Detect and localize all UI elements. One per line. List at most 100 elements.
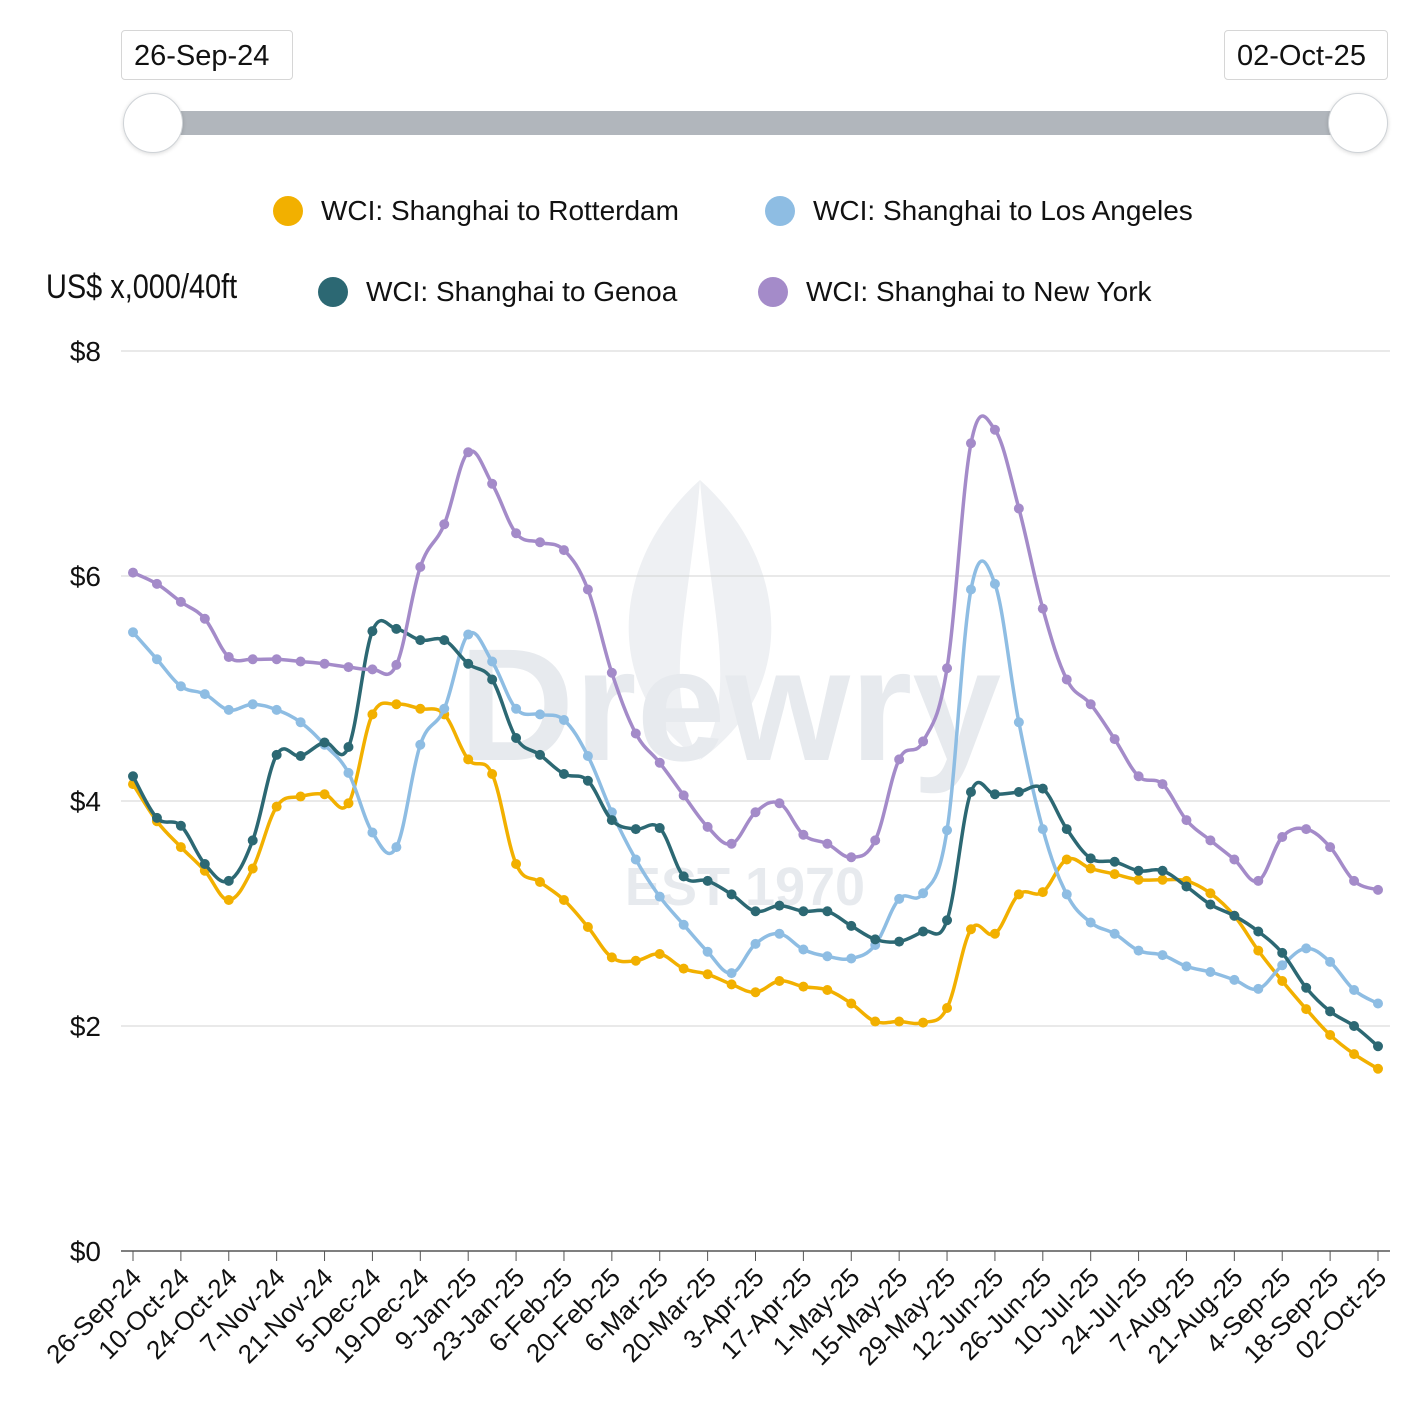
data-point[interactable] (535, 537, 546, 548)
legend-item-new-york[interactable]: WCI: Shanghai to New York (758, 276, 1152, 308)
data-point[interactable] (223, 895, 234, 905)
data-point[interactable] (439, 703, 450, 714)
data-point[interactable] (463, 629, 474, 640)
data-point[interactable] (1037, 887, 1048, 898)
data-point[interactable] (1277, 832, 1288, 842)
data-point[interactable] (630, 955, 641, 966)
data-point[interactable] (846, 953, 857, 964)
data-point[interactable] (295, 751, 306, 761)
data-point[interactable] (894, 936, 905, 947)
data-point[interactable] (582, 584, 593, 595)
data-point[interactable] (415, 635, 426, 646)
data-point[interactable] (271, 654, 282, 665)
data-point[interactable] (511, 859, 522, 869)
data-point[interactable] (223, 704, 234, 715)
data-point[interactable] (1301, 1004, 1312, 1015)
data-point[interactable] (343, 662, 354, 673)
data-point[interactable] (702, 946, 713, 957)
data-point[interactable] (439, 519, 450, 530)
data-point[interactable] (1157, 779, 1168, 790)
data-point[interactable] (247, 699, 258, 710)
legend-item-genoa[interactable]: WCI: Shanghai to Genoa (318, 276, 677, 308)
data-point[interactable] (487, 674, 498, 685)
data-point[interactable] (989, 928, 1000, 939)
data-point[interactable] (463, 658, 474, 669)
data-point[interactable] (750, 987, 761, 998)
data-point[interactable] (511, 703, 522, 714)
data-point[interactable] (774, 798, 785, 809)
data-point[interactable] (271, 801, 282, 812)
data-point[interactable] (175, 820, 186, 831)
data-point[interactable] (558, 545, 569, 556)
data-point[interactable] (942, 663, 953, 674)
data-point[interactable] (1157, 874, 1168, 885)
data-point[interactable] (1085, 699, 1096, 710)
data-point[interactable] (463, 447, 474, 458)
data-point[interactable] (918, 926, 929, 937)
data-point[interactable] (391, 842, 402, 853)
data-point[interactable] (367, 827, 378, 838)
data-point[interactable] (1181, 815, 1192, 826)
data-point[interactable] (1133, 874, 1144, 885)
data-point[interactable] (295, 791, 306, 802)
data-point[interactable] (654, 891, 665, 902)
data-point[interactable] (558, 769, 569, 779)
data-point[interactable] (1325, 842, 1336, 853)
data-point[interactable] (774, 976, 785, 986)
data-point[interactable] (989, 789, 1000, 800)
data-point[interactable] (343, 767, 354, 778)
data-point[interactable] (774, 928, 785, 939)
data-point[interactable] (942, 1003, 953, 1013)
data-point[interactable] (942, 825, 953, 836)
data-point[interactable] (1109, 869, 1120, 880)
data-point[interactable] (702, 821, 713, 832)
data-point[interactable] (1037, 824, 1048, 835)
data-point[interactable] (1109, 734, 1120, 745)
data-point[interactable] (606, 667, 617, 678)
data-point[interactable] (1325, 1006, 1336, 1017)
data-point[interactable] (750, 938, 761, 949)
data-point[interactable] (965, 924, 976, 935)
data-point[interactable] (822, 985, 833, 995)
data-point[interactable] (487, 769, 498, 779)
data-point[interactable] (678, 871, 689, 882)
data-point[interactable] (1205, 835, 1216, 846)
data-point[interactable] (1085, 853, 1096, 864)
data-point[interactable] (487, 478, 498, 489)
data-point[interactable] (1349, 1021, 1360, 1031)
data-point[interactable] (319, 789, 330, 800)
data-point[interactable] (1109, 928, 1120, 939)
data-point[interactable] (870, 835, 881, 846)
data-point[interactable] (750, 807, 761, 818)
data-point[interactable] (415, 739, 426, 750)
data-point[interactable] (1253, 875, 1264, 886)
data-point[interactable] (319, 658, 330, 669)
data-point[interactable] (1157, 865, 1168, 876)
data-point[interactable] (1253, 926, 1264, 937)
data-point[interactable] (1349, 875, 1360, 886)
data-point[interactable] (319, 737, 330, 748)
data-point[interactable] (558, 715, 569, 725)
range-start-handle[interactable] (123, 93, 183, 153)
data-point[interactable] (415, 562, 426, 572)
data-point[interactable] (702, 875, 713, 886)
data-point[interactable] (1133, 771, 1144, 782)
data-point[interactable] (439, 635, 450, 646)
data-point[interactable] (678, 963, 689, 974)
data-point[interactable] (271, 749, 282, 760)
legend-item-los-angeles[interactable]: WCI: Shanghai to Los Angeles (765, 195, 1193, 227)
data-point[interactable] (199, 859, 210, 869)
data-point[interactable] (918, 1017, 929, 1028)
data-point[interactable] (1373, 1063, 1383, 1074)
data-point[interactable] (989, 578, 1000, 589)
data-point[interactable] (343, 742, 354, 752)
data-point[interactable] (846, 920, 857, 931)
data-point[interactable] (1109, 856, 1120, 867)
data-point[interactable] (918, 888, 929, 899)
date-range-slider-track[interactable] (153, 111, 1358, 135)
data-point[interactable] (1181, 961, 1192, 972)
data-point[interactable] (702, 969, 713, 980)
data-point[interactable] (1085, 863, 1096, 874)
data-point[interactable] (199, 613, 210, 624)
data-point[interactable] (199, 689, 210, 700)
